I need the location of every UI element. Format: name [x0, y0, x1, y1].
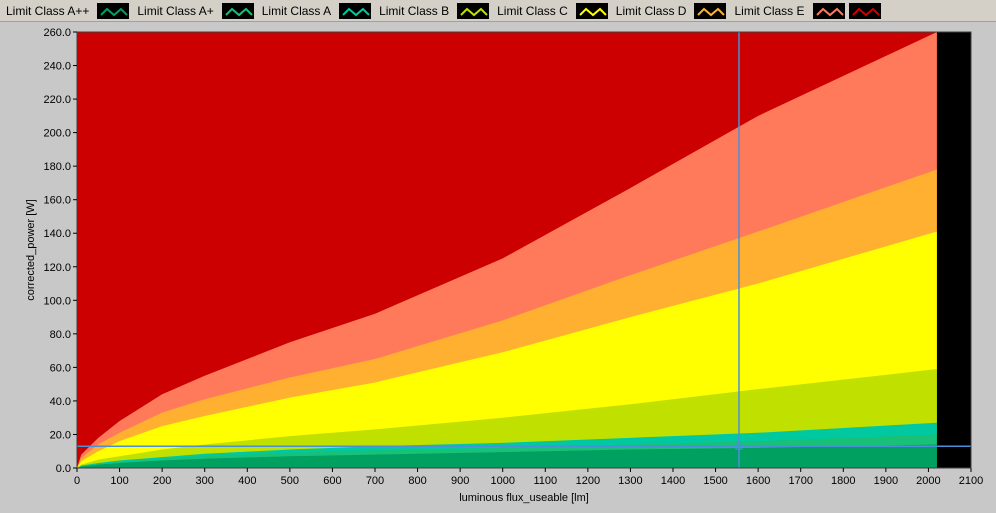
- y-tick-label: 60.0: [50, 362, 71, 374]
- x-tick-label: 1700: [788, 475, 812, 487]
- x-tick-label: 2100: [959, 475, 983, 487]
- legend-item[interactable]: Limit Class A+: [131, 0, 255, 22]
- y-axis-title: corrected_power [W]: [25, 199, 37, 300]
- wave-line-icon: [812, 2, 845, 19]
- wave-line-icon: [848, 2, 881, 19]
- x-tick-label: 1900: [874, 475, 898, 487]
- area-series-6: [77, 444, 937, 468]
- x-tick-label: 900: [451, 475, 469, 487]
- y-tick-label: 80.0: [50, 329, 71, 341]
- legend-label: Limit Class A++: [6, 3, 90, 18]
- cursor-marker: [735, 442, 743, 450]
- x-tick-label: 600: [323, 475, 341, 487]
- x-tick-label: 800: [408, 475, 426, 487]
- wave-line-icon: [694, 2, 727, 19]
- x-tick-label: 500: [281, 475, 299, 487]
- y-tick-label: 140.0: [43, 228, 71, 240]
- x-tick-label: 700: [366, 475, 384, 487]
- y-tick-label: 100.0: [43, 295, 71, 307]
- x-tick-label: 1400: [661, 475, 685, 487]
- legend-label: Limit Class A+: [137, 3, 214, 18]
- wave-line-icon: [575, 2, 608, 19]
- legend-label: Limit Class A: [261, 3, 332, 18]
- legend-label: Limit Class B: [379, 3, 450, 18]
- legend-label: Limit Class D: [615, 3, 687, 18]
- legend-item[interactable]: Limit Class D: [610, 0, 729, 22]
- x-tick-label: 1500: [703, 475, 727, 487]
- wave-line-icon: [339, 2, 372, 19]
- legend-label: Limit Class C: [497, 3, 568, 18]
- y-tick-label: 160.0: [43, 195, 71, 207]
- x-tick-label: 1800: [831, 475, 855, 487]
- wave-line-icon: [97, 2, 130, 19]
- plot-legend: Limit Class A++ Limit Class A+ Limit Class…: [0, 0, 996, 22]
- y-tick-label: 180.0: [43, 161, 71, 173]
- x-tick-label: 1600: [746, 475, 770, 487]
- plot-area[interactable]: 0 100 200 300 400 500 600 700 800 900 1000 1100 1200…: [0, 22, 996, 513]
- y-tick-label: 220.0: [43, 94, 71, 106]
- x-tick-label: 400: [238, 475, 256, 487]
- x-axis-title: luminous flux_useable [lm]: [459, 492, 589, 504]
- legend-item[interactable]: Limit Class A: [256, 0, 373, 22]
- x-tick-label: 300: [196, 475, 214, 487]
- legend-item[interactable]: Limit Class B: [373, 0, 491, 22]
- end-region: [936, 32, 971, 468]
- x-tick-label: 100: [110, 475, 128, 487]
- y-tick-label: 260.0: [43, 27, 71, 39]
- legend-item[interactable]: Limit Class E: [728, 0, 846, 22]
- wave-line-icon: [221, 2, 254, 19]
- legend-item[interactable]: [847, 0, 883, 22]
- x-tick-label: 2000: [916, 475, 940, 487]
- x-tick-label: 200: [153, 475, 171, 487]
- x-tick-label: 0: [74, 475, 80, 487]
- y-tick-label: 20.0: [50, 429, 71, 441]
- legend-item[interactable]: Limit Class C: [491, 0, 610, 22]
- y-tick-label: 40.0: [50, 396, 71, 408]
- x-tick-label: 1200: [576, 475, 600, 487]
- x-tick-label: 1300: [618, 475, 642, 487]
- x-tick-label: 1000: [490, 475, 514, 487]
- y-tick-label: 0.0: [56, 463, 71, 475]
- wave-line-icon: [457, 2, 490, 19]
- y-tick-label: 240.0: [43, 61, 71, 73]
- plot-frame: [76, 31, 972, 469]
- legend-item[interactable]: Limit Class A++: [0, 0, 131, 22]
- legend-label: Limit Class E: [734, 3, 805, 18]
- y-tick-label: 120.0: [43, 262, 71, 274]
- x-tick-label: 1100: [533, 475, 557, 487]
- y-tick-label: 200.0: [43, 128, 71, 140]
